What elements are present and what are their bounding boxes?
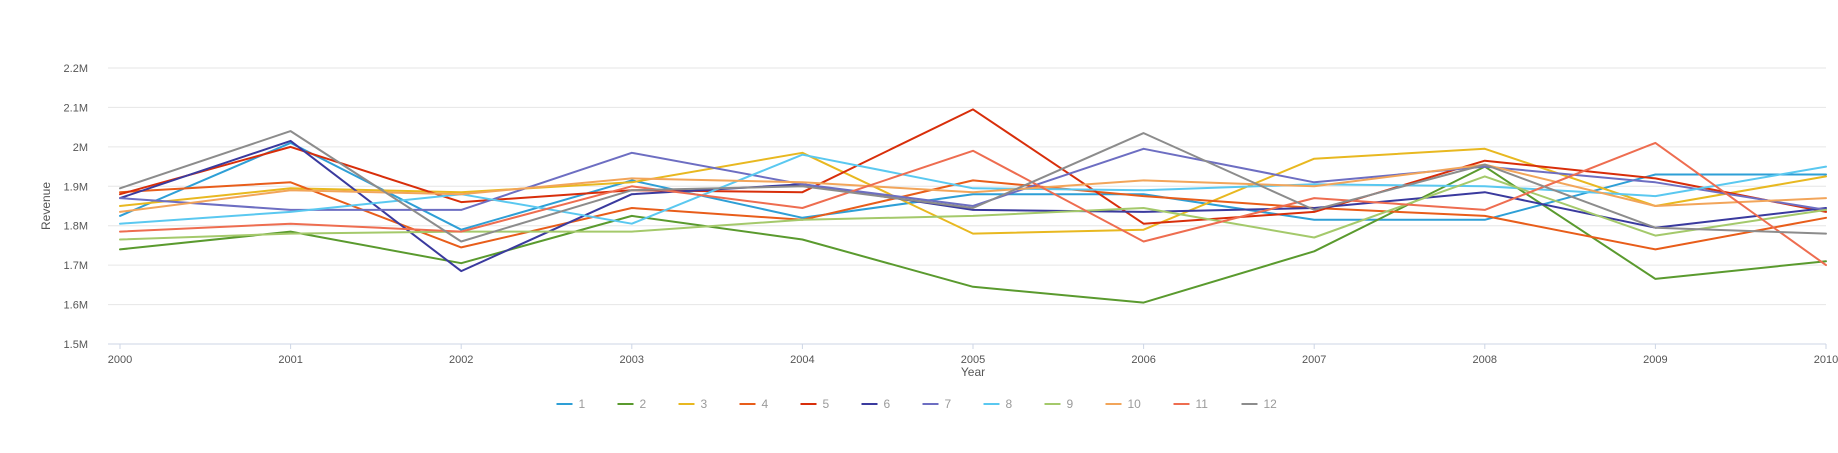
legend-label: 7 bbox=[945, 397, 952, 411]
y-tick-label: 2M bbox=[73, 142, 88, 154]
y-tick-label: 1.5M bbox=[64, 339, 88, 351]
series-line-9[interactable] bbox=[119, 175, 1827, 241]
legend-item-2[interactable]: 2 bbox=[617, 397, 647, 411]
x-tick-label: 2000 bbox=[108, 354, 132, 366]
x-tick-label: 2007 bbox=[1302, 354, 1326, 366]
series-lines bbox=[119, 108, 1827, 304]
legend-item-12[interactable]: 12 bbox=[1241, 397, 1278, 411]
legend-item-6[interactable]: 6 bbox=[861, 397, 891, 411]
series-line-3[interactable] bbox=[119, 147, 1827, 235]
x-tick-label: 2004 bbox=[790, 354, 814, 366]
x-tick-label: 2006 bbox=[1131, 354, 1155, 366]
legend-label: 5 bbox=[823, 397, 830, 411]
series-line-12[interactable] bbox=[119, 130, 1827, 243]
legend-item-11[interactable]: 11 bbox=[1173, 397, 1209, 411]
legend-label: 6 bbox=[884, 397, 891, 411]
x-tick-label: 2008 bbox=[1473, 354, 1497, 366]
legend-label: 9 bbox=[1067, 397, 1074, 411]
y-axis-title: Revenue bbox=[39, 182, 53, 230]
y-tick-label: 2.1M bbox=[64, 102, 88, 114]
series-line-7[interactable] bbox=[119, 147, 1827, 211]
legend: 1 2 3 4 5 6 7 8 9 10 11 12 bbox=[556, 397, 1278, 411]
legend-label: 2 bbox=[640, 397, 647, 411]
x-tick-label: 2005 bbox=[961, 354, 985, 366]
legend-item-10[interactable]: 10 bbox=[1105, 397, 1142, 411]
series-line-11[interactable] bbox=[119, 141, 1827, 267]
legend-label: 11 bbox=[1196, 397, 1209, 411]
x-tick-label: 2001 bbox=[278, 354, 302, 366]
series-line-4[interactable] bbox=[119, 179, 1827, 251]
series-line-6[interactable] bbox=[119, 139, 1827, 273]
x-axis-title: Year bbox=[961, 365, 985, 379]
x-tick-label: 2010 bbox=[1814, 354, 1838, 366]
series-line-5[interactable] bbox=[119, 108, 1827, 225]
y-axis: 1.5M 1.6M 1.7M 1.8M 1.9M 2M 2.1M 2.2M bbox=[64, 63, 88, 351]
x-tick-label: 2003 bbox=[620, 354, 644, 366]
y-tick-label: 1.8M bbox=[64, 221, 88, 233]
legend-item-4[interactable]: 4 bbox=[739, 397, 769, 411]
x-axis: 2000 2001 2002 2003 2004 2005 2006 2007 2008 2009… bbox=[108, 344, 1838, 366]
legend-item-7[interactable]: 7 bbox=[922, 397, 952, 411]
legend-item-1[interactable]: 1 bbox=[556, 397, 586, 411]
legend-item-5[interactable]: 5 bbox=[800, 397, 830, 411]
series-line-8[interactable] bbox=[119, 153, 1827, 225]
y-tick-label: 1.7M bbox=[64, 260, 88, 272]
x-tick-label: 2002 bbox=[449, 354, 473, 366]
y-tick-label: 1.9M bbox=[64, 181, 88, 193]
x-tick-label: 2009 bbox=[1643, 354, 1667, 366]
legend-label: 4 bbox=[762, 397, 769, 411]
legend-label: 8 bbox=[1006, 397, 1013, 411]
legend-item-8[interactable]: 8 bbox=[983, 397, 1013, 411]
legend-item-3[interactable]: 3 bbox=[678, 397, 708, 411]
legend-label: 1 bbox=[579, 397, 586, 411]
y-tick-label: 1.6M bbox=[64, 300, 88, 312]
series-line-10[interactable] bbox=[119, 163, 1827, 213]
y-tick-label: 2.2M bbox=[64, 63, 88, 75]
legend-label: 10 bbox=[1128, 397, 1142, 411]
legend-item-9[interactable]: 9 bbox=[1044, 397, 1074, 411]
legend-label: 3 bbox=[701, 397, 708, 411]
legend-label: 12 bbox=[1264, 397, 1278, 411]
